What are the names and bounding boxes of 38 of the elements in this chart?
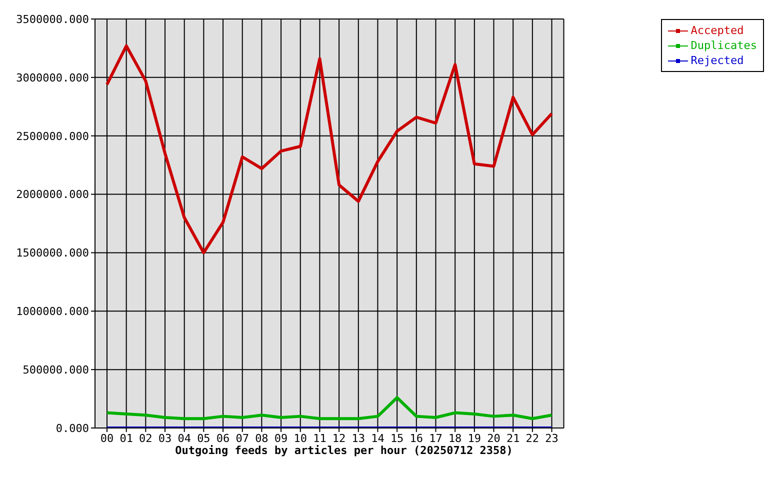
y-tick-label: 1500000.000 xyxy=(16,246,89,260)
x-tick-label: 20 xyxy=(487,432,500,445)
x-tick-label: 07 xyxy=(236,432,249,445)
x-tick-label: 09 xyxy=(274,432,288,445)
x-tick-label: 21 xyxy=(506,432,520,445)
x-tick-label: 16 xyxy=(410,432,424,445)
legend-label: Duplicates xyxy=(690,38,757,53)
line-series xyxy=(106,396,554,420)
x-tick-label: 11 xyxy=(313,432,326,445)
y-tick-label: 2000000.000 xyxy=(16,188,89,202)
x-tick-label: 08 xyxy=(255,432,268,445)
y-tick-label: 500000.000 xyxy=(22,363,89,376)
x-tick-label: 19 xyxy=(468,432,482,445)
y-tick-label: 3000000.000 xyxy=(16,71,89,84)
x-tick-label: 05 xyxy=(197,432,210,445)
x-tick-label: 06 xyxy=(216,432,230,445)
x-tick-label: 22 xyxy=(526,432,540,445)
text: Outgoing feeds by articles per hour (20250712 2358) xyxy=(174,444,514,457)
x-tick-label: 02 xyxy=(139,432,152,445)
legend-label: Rejected xyxy=(690,53,745,68)
x-tick-label: 10 xyxy=(294,432,307,445)
x-tick-label: 00 xyxy=(100,432,114,445)
line-series xyxy=(106,44,554,254)
legend-label: Accepted xyxy=(690,23,745,38)
x-tick-label: 03 xyxy=(158,432,172,445)
x-tick-label: 13 xyxy=(352,432,366,445)
x-tick-label: 23 xyxy=(545,432,558,445)
y-tick-label: 2500000.000 xyxy=(16,130,89,143)
x-tick-label: 12 xyxy=(332,432,346,445)
y-tick-label: 0.000 xyxy=(56,422,89,435)
x-tick-label: 15 xyxy=(390,432,404,445)
x-tick-label: 04 xyxy=(178,432,192,445)
x-tick-label: 18 xyxy=(448,432,462,445)
y-tick-label: 3500000.000 xyxy=(16,12,89,26)
x-tick-label: 14 xyxy=(371,432,385,445)
x-tick-label: 17 xyxy=(429,432,442,445)
x-tick-label: 01 xyxy=(120,432,133,445)
y-tick-label: 1000000.000 xyxy=(16,305,89,318)
